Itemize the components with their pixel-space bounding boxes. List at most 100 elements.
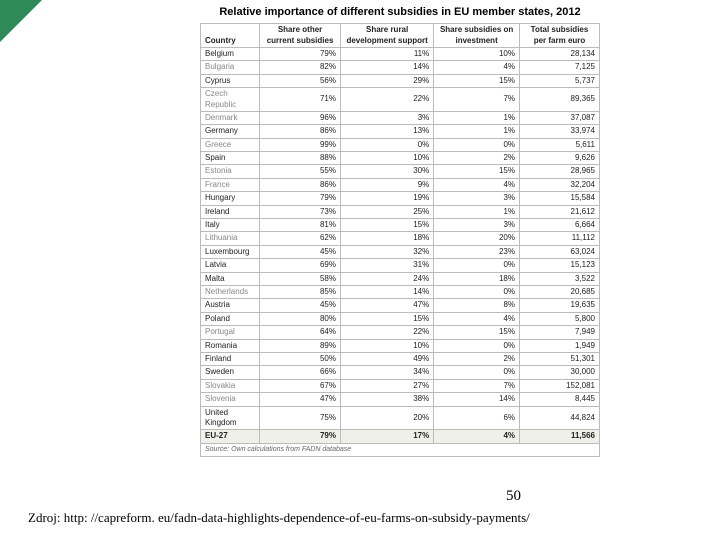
table-row: Estonia55%30%15%28,965: [201, 165, 600, 178]
cell-c3: 4%: [434, 61, 520, 74]
cell-c2: 22%: [340, 326, 433, 339]
table-row: Spain88%10%2%9,626: [201, 152, 600, 165]
subsidies-table: Country Share other current subsidies Sh…: [200, 23, 600, 457]
cell-c4: 30,000: [520, 366, 600, 379]
cell-c1: 81%: [260, 219, 341, 232]
table-row: Portugal64%22%15%7,949: [201, 326, 600, 339]
cell-c3: 0%: [434, 286, 520, 299]
subsidies-table-container: Relative importance of different subsidi…: [200, 4, 600, 457]
col-total: Total subsidies per farm euro: [520, 24, 600, 48]
table-row: Luxembourg45%32%23%63,024: [201, 245, 600, 258]
cell-c2: 49%: [340, 352, 433, 365]
table-row: Lithuania62%18%20%11,112: [201, 232, 600, 245]
cell-c3: 14%: [434, 393, 520, 406]
cell-c3: 1%: [434, 111, 520, 124]
cell-country: Latvia: [201, 259, 260, 272]
cell-c2: 10%: [340, 339, 433, 352]
table-row: Belgium79%11%10%28,134: [201, 47, 600, 60]
cell-country: Estonia: [201, 165, 260, 178]
cell-c2: 18%: [340, 232, 433, 245]
cell-country: Netherlands: [201, 286, 260, 299]
cell-c1: 80%: [260, 312, 341, 325]
cell-c2: 29%: [340, 74, 433, 87]
cell-c1: 79%: [260, 47, 341, 60]
table-source-row: Source: Own calculations from FADN datab…: [201, 443, 600, 456]
cell-c1: 56%: [260, 74, 341, 87]
cell-c1: 64%: [260, 326, 341, 339]
cell-country: Poland: [201, 312, 260, 325]
cell-country: Hungary: [201, 192, 260, 205]
cell-c4: 28,134: [520, 47, 600, 60]
cell-c4: 11,566: [520, 430, 600, 443]
cell-c1: 69%: [260, 259, 341, 272]
cell-c3: 20%: [434, 232, 520, 245]
cell-c4: 5,611: [520, 138, 600, 151]
cell-c1: 71%: [260, 88, 341, 112]
cell-country: Sweden: [201, 366, 260, 379]
cell-c2: 15%: [340, 219, 433, 232]
cell-c1: 99%: [260, 138, 341, 151]
cell-c2: 9%: [340, 178, 433, 191]
table-row: Slovakia67%27%7%152,081: [201, 379, 600, 392]
cell-country: EU-27: [201, 430, 260, 443]
cell-c4: 32,204: [520, 178, 600, 191]
col-share-other: Share other current subsidies: [260, 24, 341, 48]
table-row: Greece99%0%0%5,611: [201, 138, 600, 151]
cell-c2: 27%: [340, 379, 433, 392]
cell-c3: 8%: [434, 299, 520, 312]
cell-c1: 88%: [260, 152, 341, 165]
cell-c3: 7%: [434, 88, 520, 112]
cell-country: Slovenia: [201, 393, 260, 406]
cell-c1: 79%: [260, 192, 341, 205]
cell-c3: 3%: [434, 192, 520, 205]
cell-c3: 0%: [434, 138, 520, 151]
cell-c3: 1%: [434, 125, 520, 138]
cell-c4: 1,949: [520, 339, 600, 352]
cell-c1: 82%: [260, 61, 341, 74]
cell-c4: 11,112: [520, 232, 600, 245]
cell-c4: 8,445: [520, 393, 600, 406]
cell-c3: 0%: [434, 259, 520, 272]
cell-c4: 7,949: [520, 326, 600, 339]
table-row-eu: EU-2779%17%4%11,566: [201, 430, 600, 443]
cell-c4: 6,664: [520, 219, 600, 232]
col-country: Country: [201, 24, 260, 48]
cell-c2: 19%: [340, 192, 433, 205]
table-row: Czech Republic71%22%7%89,365: [201, 88, 600, 112]
cell-c4: 7,125: [520, 61, 600, 74]
table-row: Sweden66%34%0%30,000: [201, 366, 600, 379]
cell-c1: 62%: [260, 232, 341, 245]
cell-c1: 86%: [260, 178, 341, 191]
cell-c1: 55%: [260, 165, 341, 178]
table-header-row: Country Share other current subsidies Sh…: [201, 24, 600, 48]
table-row: Cyprus56%29%15%5,737: [201, 74, 600, 87]
cell-country: Greece: [201, 138, 260, 151]
cell-country: Austria: [201, 299, 260, 312]
table-row: Italy81%15%3%6,664: [201, 219, 600, 232]
cell-country: Denmark: [201, 111, 260, 124]
cell-c4: 33,974: [520, 125, 600, 138]
cell-c3: 15%: [434, 326, 520, 339]
cell-c1: 66%: [260, 366, 341, 379]
accent-triangle: [0, 0, 42, 42]
cell-c2: 31%: [340, 259, 433, 272]
table-row: United Kingdom75%20%6%44,824: [201, 406, 600, 430]
table-row: Netherlands85%14%0%20,685: [201, 286, 600, 299]
cell-c2: 34%: [340, 366, 433, 379]
cell-c3: 4%: [434, 178, 520, 191]
cell-c4: 152,081: [520, 379, 600, 392]
cell-c2: 10%: [340, 152, 433, 165]
cell-c3: 0%: [434, 366, 520, 379]
cell-c2: 24%: [340, 272, 433, 285]
cell-c3: 23%: [434, 245, 520, 258]
cell-country: Portugal: [201, 326, 260, 339]
cell-c3: 6%: [434, 406, 520, 430]
cell-c3: 15%: [434, 165, 520, 178]
cell-country: Luxembourg: [201, 245, 260, 258]
cell-c3: 10%: [434, 47, 520, 60]
cell-c4: 51,301: [520, 352, 600, 365]
cell-c4: 63,024: [520, 245, 600, 258]
table-row: Poland80%15%4%5,800: [201, 312, 600, 325]
table-row: Slovenia47%38%14%8,445: [201, 393, 600, 406]
cell-c3: 2%: [434, 352, 520, 365]
